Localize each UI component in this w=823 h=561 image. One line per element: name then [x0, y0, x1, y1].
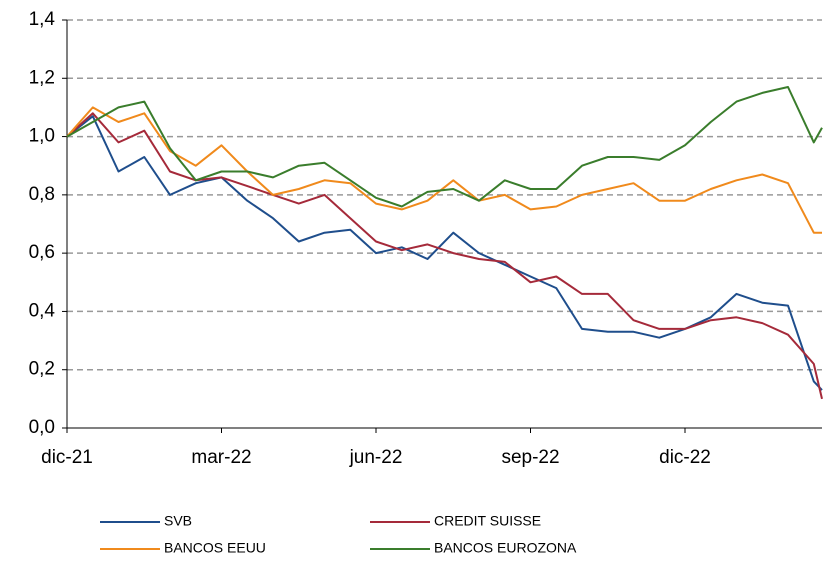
series-line [66, 86, 823, 208]
legend-label: BANCOS EUROZONA [434, 540, 577, 556]
y-tick-label: 0,2 [29, 359, 55, 380]
x-tick-label: dic-22 [659, 447, 711, 468]
legend-label: SVB [164, 513, 192, 529]
legend-label: BANCOS EEUU [164, 540, 266, 556]
x-tick-label: mar-22 [191, 447, 251, 468]
y-tick-label: 0,4 [29, 300, 56, 321]
x-tick-label: dic-21 [41, 447, 93, 468]
y-tick-label: 1,0 [29, 126, 55, 147]
x-tick-label: jun-22 [349, 447, 403, 468]
y-tick-label: 0,0 [29, 417, 55, 438]
y-tick-label: 0,6 [29, 242, 55, 263]
series-line [66, 106, 822, 234]
legend-label: CREDIT SUISSE [434, 513, 541, 529]
y-tick-label: 1,4 [29, 9, 56, 30]
series-line [66, 115, 823, 391]
x-tick-label: sep-22 [501, 447, 559, 468]
y-tick-label: 0,8 [29, 184, 55, 205]
y-tick-label: 1,2 [29, 67, 55, 88]
